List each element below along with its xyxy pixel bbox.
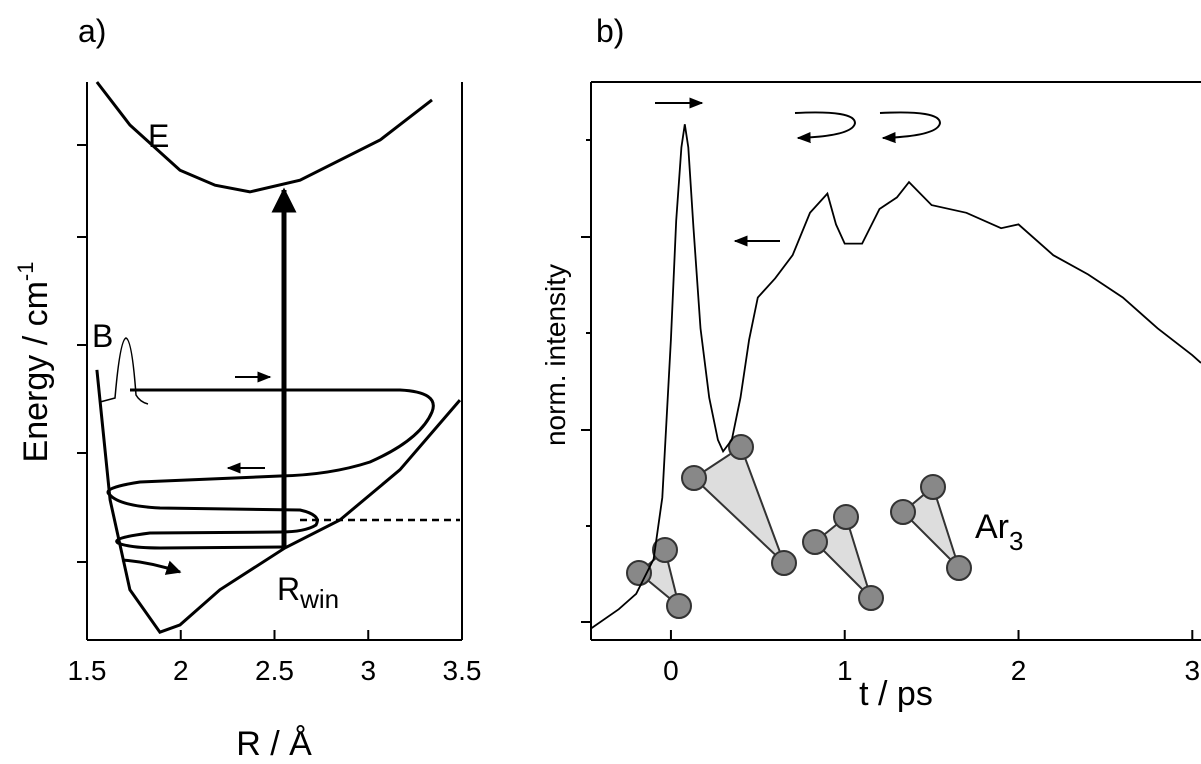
annotation-main: Ar bbox=[975, 508, 1009, 546]
y-axis-label: Energy / cm-1 bbox=[13, 262, 55, 463]
annotation-main: R bbox=[277, 571, 300, 607]
annotation: Rwin bbox=[277, 571, 339, 614]
x-tick-label: 2.5 bbox=[255, 655, 294, 686]
data-line bbox=[95, 369, 462, 635]
x-tick-label: 2 bbox=[1011, 655, 1027, 686]
molecules bbox=[626, 434, 972, 619]
y-axis-label-sup: -1 bbox=[13, 262, 38, 282]
annotation-sub: win bbox=[299, 584, 339, 614]
x-tick-label: 1 bbox=[837, 655, 853, 686]
rotation-arrow bbox=[794, 111, 857, 144]
y-axis-label-main: Energy / cm bbox=[17, 281, 55, 462]
data-line bbox=[590, 124, 1201, 630]
curve-label: B bbox=[92, 318, 113, 354]
annotation-sub: 3 bbox=[1009, 526, 1023, 556]
x-tick-label: 0 bbox=[663, 655, 679, 686]
arrow bbox=[121, 558, 182, 575]
data-line bbox=[95, 81, 433, 194]
wavepacket bbox=[99, 337, 149, 405]
x-axis-label: R / Å bbox=[236, 725, 312, 763]
x-tick-label: 3 bbox=[360, 655, 376, 686]
panel-title: b) bbox=[596, 13, 624, 49]
rotation-arrow bbox=[879, 111, 942, 144]
curve-label: E bbox=[148, 118, 169, 154]
x-tick-label: 3 bbox=[1185, 655, 1201, 686]
x-axis-label: t / ps bbox=[859, 675, 933, 713]
trajectory bbox=[106, 388, 435, 550]
panel-b-frame bbox=[581, 81, 1201, 641]
annotation: Ar3 bbox=[975, 508, 1023, 556]
x-tick-label: 2 bbox=[173, 655, 189, 686]
x-tick-label: 3.5 bbox=[443, 655, 482, 686]
panel-title: a) bbox=[78, 13, 106, 49]
x-tick-label: 1.5 bbox=[68, 655, 107, 686]
y-axis-label: norm. intensity bbox=[540, 264, 571, 446]
